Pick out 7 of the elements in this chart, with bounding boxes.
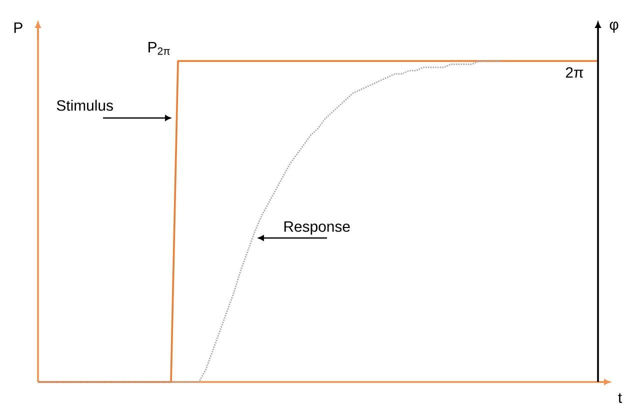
x-axis-title: t	[618, 393, 622, 403]
y2-axis-title: φ	[610, 22, 618, 33]
annotation: Response	[284, 221, 350, 235]
y-axis-title: P	[14, 22, 22, 33]
text: P$_{2π}$	[148, 42, 170, 55]
annotation: Stimulus	[56, 100, 113, 111]
annotation: 2π	[566, 67, 584, 78]
